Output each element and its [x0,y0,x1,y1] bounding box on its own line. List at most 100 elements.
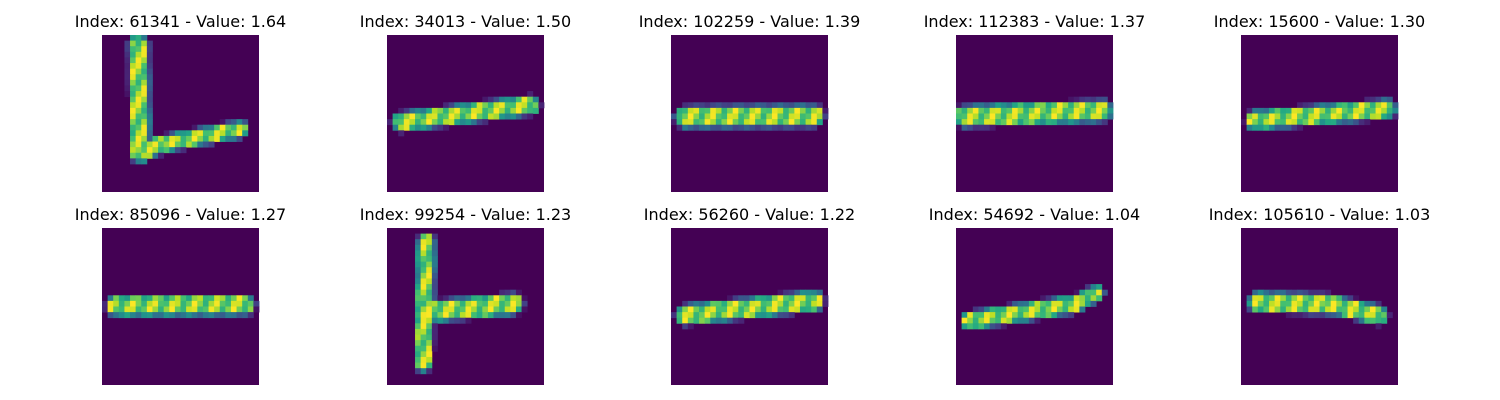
pixel-cell [671,113,678,120]
pixel-cell [146,46,153,53]
pixel-cell [727,124,734,131]
pixel-cell [1246,295,1253,302]
pixel-cell [1090,96,1097,103]
pixel-cell [135,152,142,159]
pixel-cell [1330,306,1337,313]
pixel-cell [1012,113,1019,120]
pixel-cell [186,141,193,148]
pixel-cell [687,323,694,330]
pixel-cell [693,312,700,319]
pixel-cell [738,113,745,120]
pixel-cell [191,130,198,137]
pixel-cell [1313,119,1320,126]
pixel-cell [743,107,750,114]
pixel-cell [1045,113,1052,120]
pixel-cell [1263,289,1270,296]
pixel-cell [766,306,773,313]
pixel-cell [1330,102,1337,109]
pixel-cell [426,340,433,347]
pixel-cell [113,300,120,307]
pixel-cell [242,306,249,313]
pixel-cell [1375,306,1382,313]
pixel-cell [1062,300,1069,307]
pixel-cell [1073,96,1080,103]
pixel-cell [1302,119,1309,126]
pixel-cell [1308,300,1315,307]
pixel-cell [202,124,209,131]
pixel-cell [1012,317,1019,324]
pixel-cell [158,300,165,307]
pixel-cell [972,113,979,120]
pixel-cell [1012,102,1019,109]
pixel-cell [197,312,204,319]
pixel-cell [135,107,142,114]
pixel-cell [152,152,159,159]
pixel-cell [1090,284,1097,291]
pixel-cell [1023,300,1030,307]
pixel-cell [755,107,762,114]
pixel-cell [699,312,706,319]
pixel-cell [174,130,181,137]
pixel-cell [141,107,148,114]
pixel-cell [682,113,689,120]
pixel-cell [1246,306,1253,313]
pixel-cell [1090,102,1097,109]
panel-title: Index: 99254 - Value: 1.23 [360,205,571,224]
pixel-cell [420,113,427,120]
pixel-cell [420,261,427,268]
pixel-cell [721,312,728,319]
pixel-cell [487,306,494,313]
pixel-cell [687,102,694,109]
pixel-cell [146,102,153,109]
pixel-cell [426,256,433,263]
pixel-cell [1034,306,1041,313]
pixel-cell [1386,113,1393,120]
pixel-cell [972,317,979,324]
pixel-cell [1073,306,1080,313]
pixel-cell [805,107,812,114]
pixel-cell [398,113,405,120]
pixel-cell [476,300,483,307]
pixel-cell [169,141,176,148]
pixel-cell [124,91,131,98]
pixel-cell [1347,119,1354,126]
pixel-cell [732,124,739,131]
pixel-cell [202,306,209,313]
pixel-cell [202,312,209,319]
pixel-cell [454,306,461,313]
pixel-cell [230,130,237,137]
pixel-cell [118,300,125,307]
pixel-cell [771,113,778,120]
pixel-cell [236,119,243,126]
pixel-cell [130,57,137,64]
pixel-cell [732,107,739,114]
pixel-cell [527,113,534,120]
pixel-cell [1353,119,1360,126]
pixel-cell [676,124,683,131]
pixel-cell [1040,300,1047,307]
pixel-cell [242,312,249,319]
pixel-cell [431,317,438,324]
pixel-cell [732,312,739,319]
pixel-cell [693,113,700,120]
pixel-cell [805,102,812,109]
digit-panel [1241,35,1399,192]
pixel-cell [420,124,427,131]
pixel-cell [214,306,221,313]
pixel-cell [1381,317,1388,324]
pixel-cell [1269,295,1276,302]
pixel-cell [426,368,433,375]
pixel-cell [1084,300,1091,307]
pixel-cell [1073,119,1080,126]
pixel-cell [197,124,204,131]
pixel-cell [693,107,700,114]
pixel-cell [124,74,131,81]
pixel-cell [799,107,806,114]
pixel-cell [687,119,694,126]
pixel-cell [1068,96,1075,103]
pixel-cell [247,300,254,307]
panel-title: Index: 54692 - Value: 1.04 [929,205,1140,224]
pixel-cell [715,317,722,324]
pixel-cell [415,119,422,126]
